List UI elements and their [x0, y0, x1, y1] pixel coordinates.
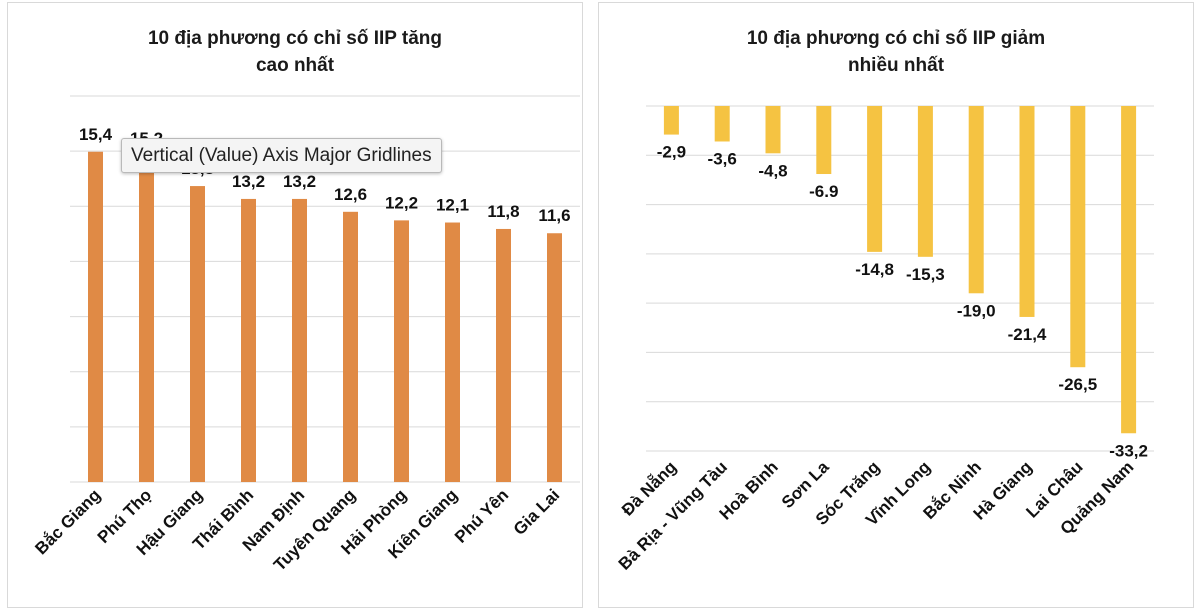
- left-bar: [292, 198, 307, 482]
- chart-title-right-line2: nhiều nhất: [847, 55, 945, 76]
- left-bar: [241, 198, 256, 482]
- right-bar: [714, 106, 730, 142]
- left-data-label: 13,2: [283, 172, 316, 191]
- left-bar: [496, 228, 511, 482]
- left-data-label: 12,6: [334, 185, 367, 204]
- chart-title-left-line2: cao nhất: [255, 55, 335, 76]
- left-data-label: 12,1: [436, 196, 469, 215]
- right-bar: [765, 106, 781, 154]
- right-bar: [867, 106, 883, 252]
- chart-panel-right: 10 địa phương có chỉ số IIP giảm nhiều n…: [598, 2, 1194, 608]
- right-data-label: -15,3: [906, 265, 945, 284]
- right-data-label: -6.9: [809, 182, 838, 201]
- left-category-label: Bắc Giang: [31, 485, 104, 558]
- right-bar: [1019, 106, 1035, 317]
- chart-title-left-line1: 10 địa phương có chỉ số IIP tăng: [147, 28, 443, 49]
- left-category-label: Gia Lai: [510, 485, 564, 539]
- right-bar: [1121, 106, 1137, 434]
- right-bar: [968, 106, 984, 294]
- right-data-label: -33,2: [1109, 441, 1148, 460]
- right-bar: [1070, 106, 1086, 368]
- left-bar: [88, 151, 103, 482]
- left-data-label: 12,2: [385, 193, 418, 212]
- chart-title-right-line1: 10 địa phương có chỉ số IIP giảm: [746, 28, 1046, 49]
- bar-chart-right: -2,9Đà Nẵng-3,6Bà Rịa - Vũng Tàu-4,8Hoà …: [615, 105, 1154, 574]
- left-bar: [394, 220, 409, 482]
- left-bar: [445, 222, 460, 482]
- right-data-label: -19,0: [957, 301, 996, 320]
- right-data-label: -3,6: [708, 149, 737, 168]
- left-data-label: 11,6: [538, 206, 570, 225]
- right-data-label: -21,4: [1008, 325, 1047, 344]
- right-data-label: -14,8: [855, 260, 894, 279]
- left-bar: [139, 156, 154, 483]
- left-bar: [547, 233, 562, 482]
- left-bar: [190, 186, 205, 483]
- chart-title-left: 10 địa phương có chỉ số IIP tăng cao nhấ…: [8, 25, 582, 79]
- right-bar: [816, 106, 832, 175]
- right-data-label: -4,8: [758, 161, 787, 180]
- right-data-label: -2,9: [657, 143, 686, 162]
- left-data-label: 13,2: [232, 172, 265, 191]
- right-bar: [663, 106, 679, 135]
- gridlines-tooltip: Vertical (Value) Axis Major Gridlines: [121, 138, 442, 173]
- right-bar: [917, 106, 933, 257]
- left-category-label: Phú Yên: [451, 485, 512, 546]
- left-data-label: 11,8: [487, 202, 519, 221]
- right-data-label: -26,5: [1058, 375, 1097, 394]
- left-data-label: 15,4: [79, 125, 113, 144]
- chart-panel-left: 10 địa phương có chỉ số IIP tăng cao nhấ…: [7, 2, 583, 608]
- chart-title-right: 10 địa phương có chỉ số IIP giảm nhiều n…: [599, 25, 1193, 79]
- left-bar: [343, 211, 358, 483]
